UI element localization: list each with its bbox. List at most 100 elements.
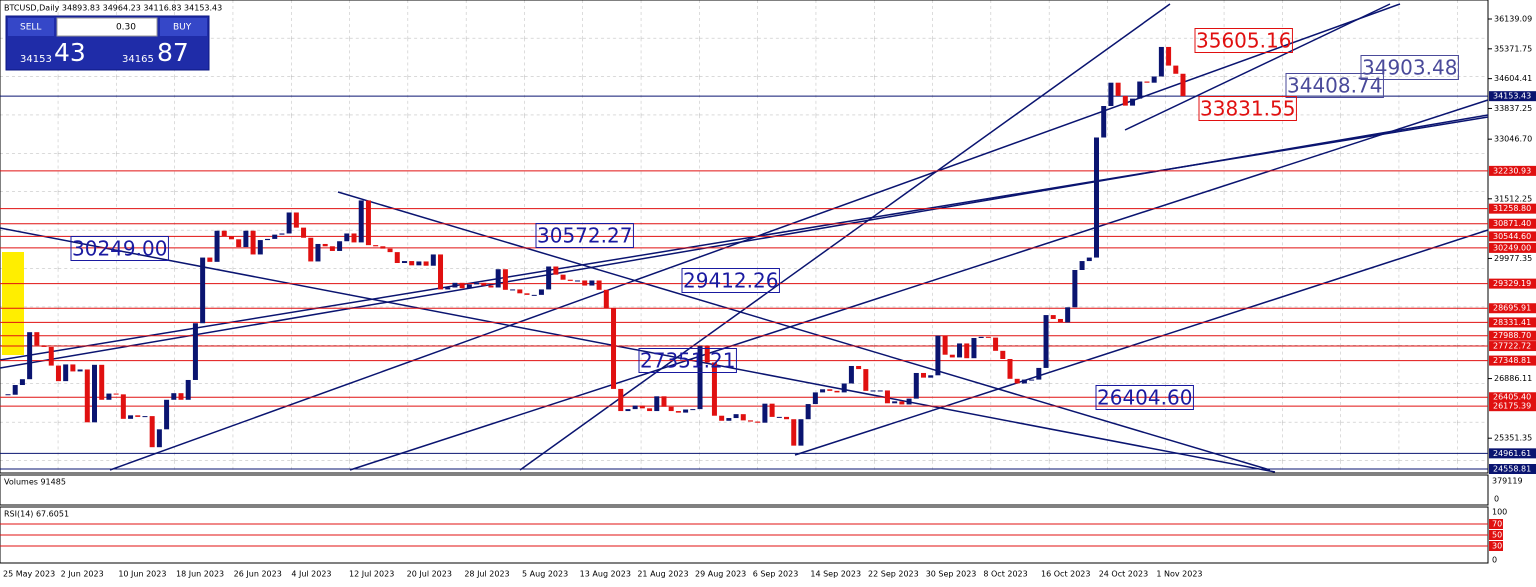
candle: [221, 230, 227, 237]
candle: [877, 390, 883, 392]
candle: [820, 389, 826, 393]
candle: [394, 252, 400, 264]
sell-button[interactable]: [8, 18, 54, 36]
y-tick-label: 26886.11: [1494, 374, 1532, 383]
level-tag: [1489, 218, 1536, 229]
candle: [257, 240, 263, 255]
candle: [236, 239, 242, 248]
level-tag: [1489, 355, 1536, 366]
candle: [243, 230, 249, 248]
level-label: 29329.19: [1493, 279, 1531, 288]
candle: [856, 365, 862, 370]
x-tick-label: 1 Nov 2023: [1156, 570, 1202, 579]
x-tick-label: 18 Jun 2023: [176, 570, 224, 579]
annotation: 34903.48: [1362, 56, 1457, 80]
y-tick-label: 33837.25: [1494, 104, 1532, 113]
candle: [200, 257, 206, 324]
annotation-box: [1360, 55, 1459, 80]
candle: [834, 390, 840, 393]
candle: [1180, 73, 1186, 97]
level-label: 28331.41: [1493, 318, 1531, 327]
candle: [726, 418, 732, 421]
candle: [589, 280, 595, 286]
candle: [99, 364, 105, 400]
candle: [596, 280, 602, 290]
candle: [1158, 46, 1164, 77]
candle: [625, 409, 631, 412]
candle: [762, 403, 768, 423]
candle: [913, 372, 919, 399]
x-tick-label: 30 Sep 2023: [926, 570, 977, 579]
candle: [329, 246, 335, 251]
x-tick-label: 4 Jul 2023: [291, 570, 331, 579]
candle: [769, 403, 775, 417]
annotation-box: [1095, 385, 1194, 410]
x-tick-label: 8 Oct 2023: [983, 570, 1027, 579]
candle: [1086, 257, 1092, 262]
highlight: [2, 252, 24, 355]
candle: [524, 293, 530, 295]
buy-label: BUY: [173, 23, 192, 33]
candle: [553, 266, 559, 275]
candle: [510, 289, 516, 291]
candle: [192, 323, 198, 380]
level-label: 34153.43: [1493, 92, 1531, 101]
candle: [1173, 65, 1179, 74]
candle: [156, 429, 162, 448]
level-label: 28695.91: [1493, 304, 1531, 313]
lot-input[interactable]: [56, 17, 158, 37]
candle: [632, 405, 638, 410]
level-tag: [1489, 401, 1536, 412]
rsi-tag: [1489, 541, 1503, 551]
candle: [207, 257, 213, 262]
rsi-label: RSI(14) 67.6051: [4, 510, 69, 519]
candle: [603, 289, 609, 309]
candle: [747, 420, 753, 422]
volume-max: 379119: [1492, 477, 1523, 486]
candle: [957, 343, 963, 358]
level-label: 32230.93: [1493, 166, 1531, 175]
candle: [517, 289, 523, 294]
level-tag: [1489, 341, 1536, 352]
rsi-tick-label: 100: [1492, 508, 1507, 517]
candle: [560, 274, 566, 280]
candle: [675, 411, 681, 413]
candle: [279, 233, 285, 235]
buy-price-small: 34165: [122, 54, 154, 65]
candle: [34, 332, 40, 346]
candle: [495, 269, 501, 288]
x-tick-label: 16 Oct 2023: [1041, 570, 1090, 579]
candle: [993, 337, 999, 351]
candle: [942, 335, 948, 355]
candle: [1115, 82, 1121, 96]
level-tag: [1489, 330, 1536, 341]
annotation: 29412.26: [683, 269, 778, 293]
level-tag: [1489, 278, 1536, 289]
candle: [272, 234, 278, 239]
candle: [661, 396, 667, 407]
buy-price-big: 87: [157, 38, 189, 67]
buy-button[interactable]: [160, 18, 207, 36]
annotation: 30572.27: [537, 224, 632, 248]
candle: [1122, 95, 1128, 106]
candle: [337, 241, 343, 251]
y-tick-label: 31512.25: [1494, 194, 1532, 203]
y-tick-label: 25351.35: [1494, 434, 1532, 443]
candle: [315, 243, 321, 262]
sell-label: SELL: [20, 23, 41, 33]
candle: [719, 415, 725, 421]
candle: [805, 404, 811, 420]
level-label: 24961.61: [1493, 449, 1531, 458]
x-tick-label: 26 Jun 2023: [234, 570, 282, 579]
candle: [344, 233, 350, 242]
x-tick-label: 22 Sep 2023: [868, 570, 919, 579]
rsi-tick-label: 70: [1492, 520, 1502, 529]
annotation: 35605.16: [1196, 29, 1291, 53]
candle: [827, 389, 833, 391]
candle: [841, 383, 847, 393]
x-tick-label: 10 Jun 2023: [118, 570, 166, 579]
candle: [70, 364, 76, 372]
annotation: 34408.74: [1287, 74, 1382, 98]
candle: [19, 379, 25, 386]
candle: [301, 227, 307, 238]
